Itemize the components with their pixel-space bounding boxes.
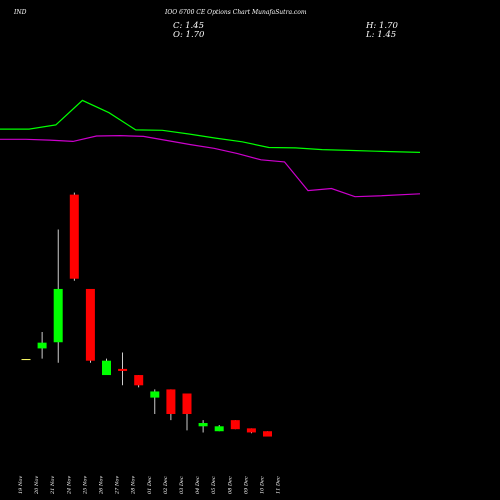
x-tick-label: 20 Nov: [34, 476, 40, 495]
candle-body: [182, 393, 192, 414]
x-tick-label: 28 Nov: [131, 476, 137, 495]
candle-13: [230, 420, 240, 430]
candle-10: [182, 393, 192, 431]
candle-1: [37, 332, 47, 359]
candle-14: [246, 428, 256, 434]
candle-0: [21, 359, 31, 361]
x-tick-label: 08 Dec: [227, 476, 233, 494]
candle-body: [69, 194, 79, 279]
x-tick-label: 04 Dec: [195, 476, 201, 494]
candle-body: [198, 423, 208, 427]
symbol-label: IND: [13, 9, 27, 16]
x-tick-label: 21 Nov: [50, 476, 56, 495]
candle-2: [53, 229, 63, 363]
candle-body: [21, 359, 31, 361]
candle-body: [150, 391, 160, 398]
candle-body: [102, 360, 111, 376]
candle-9: [166, 389, 176, 421]
candle-body: [230, 420, 240, 430]
candle-body: [37, 342, 47, 349]
x-tick-label: 03 Dec: [179, 476, 185, 494]
x-tick-label: 27 Nov: [115, 476, 121, 495]
candle-body: [166, 389, 176, 414]
x-tick-label: 11 Dec: [276, 476, 282, 494]
candle-body: [214, 426, 224, 432]
candle-5: [102, 358, 111, 376]
candle-7: [134, 375, 144, 388]
candle-8: [150, 389, 160, 414]
x-tick-label: 19 Nov: [18, 476, 24, 494]
candle-11: [198, 420, 208, 433]
overlay-line-1: [0, 134, 421, 198]
x-tick-label: 09 Dec: [243, 476, 249, 494]
candle-body: [134, 375, 144, 386]
x-tick-label: 02 Dec: [163, 476, 169, 494]
open-value: O: 1.70: [173, 30, 205, 40]
candle-body: [53, 288, 63, 343]
candle-body: [85, 288, 95, 361]
high-value: H: 1.70: [365, 21, 398, 31]
x-tick-label: 05 Dec: [211, 476, 217, 494]
candle-3: [69, 192, 79, 281]
candles: [21, 192, 272, 437]
candle-12: [214, 425, 224, 432]
candle-6: [118, 352, 128, 386]
overlay-lines: [0, 99, 421, 198]
x-axis-ticks: 19 Nov 20 Nov 21 Nov 24 Nov 25 Nov 26 Nov 27 N…: [18, 476, 282, 495]
candle-body: [246, 428, 256, 433]
low-value: L: 1.45: [365, 30, 396, 40]
candle-4: [85, 288, 95, 363]
overlay-line-0: [0, 99, 421, 153]
chart-title: IOO 6700 CE Options Chart MunafaSutra.co…: [164, 9, 307, 16]
close-value: C: 1.45: [173, 21, 204, 31]
candle-15: [263, 431, 272, 437]
candle-body: [263, 431, 272, 437]
x-tick-label: 24 Nov: [66, 476, 72, 495]
candle-body: [118, 368, 128, 371]
x-tick-label: 26 Nov: [99, 476, 105, 495]
x-tick-label: 10 Dec: [260, 476, 266, 494]
x-tick-label: 01 Dec: [147, 476, 153, 494]
x-tick-label: 25 Nov: [82, 476, 88, 495]
